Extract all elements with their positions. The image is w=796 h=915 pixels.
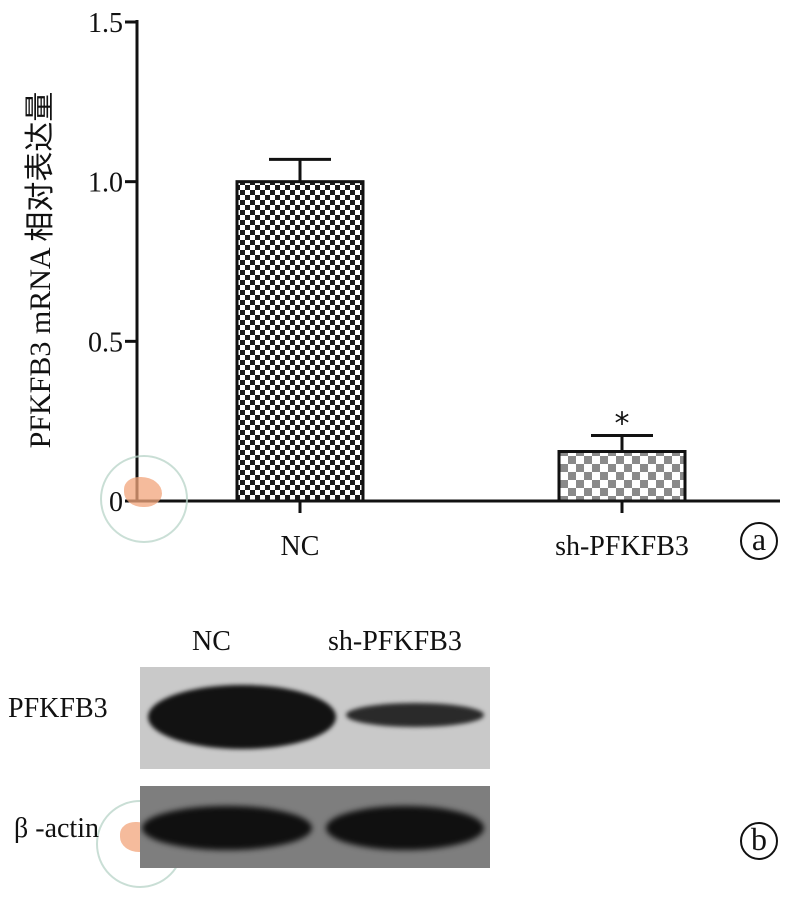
bar-sh-pfkfb3 <box>557 450 687 503</box>
lane-label-nc: NC <box>192 626 231 657</box>
actin-band-nc <box>142 806 312 850</box>
row-label-pfkfb3: PFKFB3 <box>8 693 108 724</box>
seal-emblem-icon <box>124 477 162 507</box>
bars: * <box>235 157 687 503</box>
association-seal-watermark-top <box>100 455 188 543</box>
bar-chart: 00.51.01.5 NC sh-PFKFB3 * PFKFB3 mRNA 相对表… <box>24 8 780 562</box>
actin-band-sh <box>326 806 484 850</box>
panel-a-letter: a <box>751 521 767 557</box>
x-tick-label-nc: NC <box>281 531 320 562</box>
x-tick-label-sh-pfkfb3: sh-PFKFB3 <box>555 531 689 562</box>
panel-b-badge: b <box>740 822 778 860</box>
y-axis: 00.51.01.5 <box>88 8 139 518</box>
y-axis-label: PFKFB3 mRNA 相对表达量 <box>24 92 57 449</box>
panel-b-letter: b <box>751 821 767 857</box>
lane-label-sh-pfkfb3: sh-PFKFB3 <box>328 626 462 657</box>
pfkfb3-band-nc <box>148 685 336 749</box>
y-tick-label: 0.5 <box>88 327 123 358</box>
panel-a-badge: a <box>740 522 778 560</box>
significance-marker: * <box>615 407 630 442</box>
beta-actin-blot <box>140 786 490 868</box>
bar-nc <box>235 180 365 503</box>
pfkfb3-band-sh <box>346 703 484 727</box>
row-label-beta-actin: β -actin <box>14 813 99 844</box>
x-axis: NC sh-PFKFB3 <box>136 499 780 562</box>
y-tick-label: 1.5 <box>88 8 123 39</box>
pfkfb3-blot <box>140 667 490 769</box>
y-tick-label: 1.0 <box>88 168 123 199</box>
